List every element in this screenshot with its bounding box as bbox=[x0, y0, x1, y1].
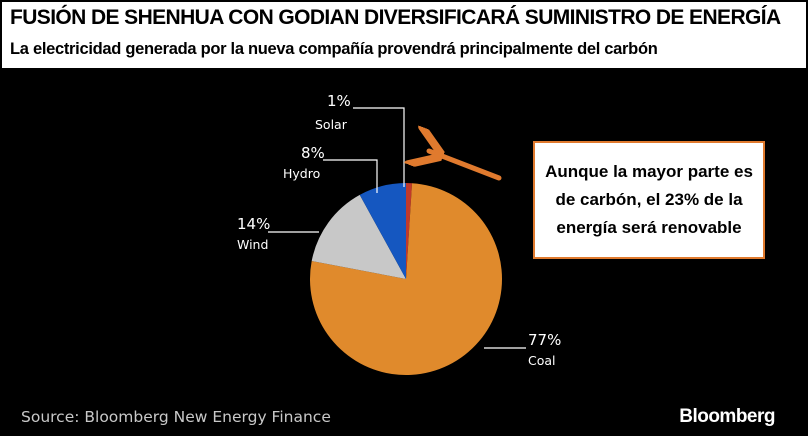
label-name-hydro: Hydro bbox=[283, 166, 320, 181]
pie-slice-solar bbox=[406, 183, 413, 279]
chart-title: FUSIÓN DE SHENHUA CON GODIAN DIVERSIFICA… bbox=[10, 6, 781, 29]
pie-slice-coal bbox=[310, 183, 503, 376]
callout-text: Aunque la mayor parte es de carbón, el 2… bbox=[545, 162, 753, 237]
leader-line-hydro bbox=[323, 159, 378, 193]
bloomberg-logo: Bloomberg bbox=[679, 406, 775, 427]
title-box: FUSIÓN DE SHENHUA CON GODIAN DIVERSIFICA… bbox=[2, 2, 806, 70]
pie-slices bbox=[310, 183, 503, 376]
label-name-solar: Solar bbox=[315, 117, 348, 132]
leader-line-solar bbox=[353, 107, 405, 187]
label-value-wind: 14% bbox=[237, 215, 270, 233]
label-value-hydro: 8% bbox=[301, 144, 325, 162]
label-value-solar: 1% bbox=[327, 92, 351, 110]
callout-arrow bbox=[429, 151, 502, 181]
label-value-coal: 77% bbox=[528, 331, 561, 349]
label-name-wind: Wind bbox=[237, 237, 268, 252]
pie-slice-wind bbox=[311, 194, 406, 279]
callout-box: Aunque la mayor parte es de carbón, el 2… bbox=[533, 141, 765, 259]
chart-subtitle: La electricidad generada por la nueva co… bbox=[10, 40, 658, 58]
source-note: Source: Bloomberg New Energy Finance bbox=[21, 408, 331, 426]
pie-slice-hydro bbox=[359, 183, 406, 279]
label-name-coal: Coal bbox=[528, 353, 556, 368]
